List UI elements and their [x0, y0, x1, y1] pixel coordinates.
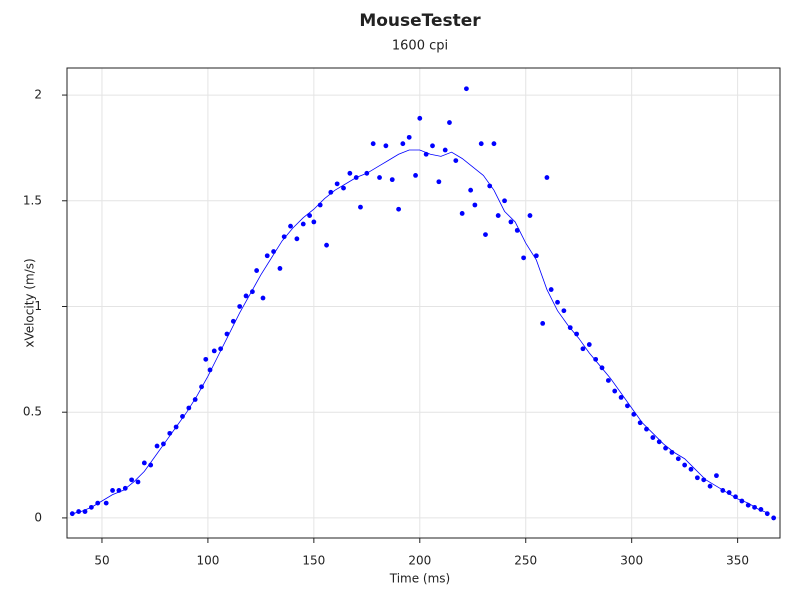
y-tick-label: 2 [34, 88, 42, 102]
data-point [413, 173, 418, 178]
data-point [430, 143, 435, 149]
data-point [370, 141, 376, 147]
data-point [618, 395, 624, 400]
data-point [593, 356, 599, 362]
data-point [300, 221, 306, 227]
data-point [478, 141, 484, 147]
y-tick-label: 1.5 [23, 193, 42, 207]
data-point [544, 175, 550, 180]
data-point [675, 456, 681, 462]
x-tick-label: 250 [514, 554, 537, 568]
y-tick-label: 1 [34, 299, 42, 313]
data-point [311, 219, 317, 225]
x-tick-label: 50 [94, 554, 109, 568]
y-tick-label: 0 [34, 510, 42, 524]
data-point [555, 299, 560, 305]
data-point [521, 255, 527, 261]
data-point [341, 185, 346, 191]
x-tick-label: 100 [196, 554, 219, 568]
data-point [294, 236, 300, 242]
data-point [771, 515, 777, 521]
data-point [533, 253, 539, 259]
y-axis-label: xVelocity (m/s) [23, 258, 37, 347]
data-point [561, 308, 567, 314]
data-point [612, 388, 618, 394]
data-point [377, 175, 382, 180]
y-tick-label: 0.5 [23, 405, 42, 419]
data-point [707, 483, 713, 489]
data-point [502, 198, 507, 204]
data-point [487, 183, 493, 189]
data-line [72, 149, 770, 515]
data-point [625, 403, 630, 409]
data-point [400, 141, 406, 147]
data-point [396, 206, 402, 212]
x-tick-label: 350 [726, 554, 749, 568]
data-point [288, 223, 293, 229]
data-point [254, 268, 260, 273]
data-point [324, 242, 329, 248]
data-point [129, 477, 135, 483]
data-point [358, 204, 363, 210]
data-point [69, 511, 75, 517]
x-tick-label: 200 [408, 554, 431, 568]
data-point [580, 346, 586, 352]
chart-title: MouseTester [359, 11, 481, 31]
data-point [237, 304, 243, 309]
data-point [694, 475, 700, 481]
data-point [154, 443, 160, 449]
data-point [207, 367, 213, 373]
data-point [688, 466, 694, 472]
data-point [141, 460, 147, 466]
data-point [347, 170, 353, 176]
plot-frame [66, 67, 781, 539]
data-point [243, 293, 249, 299]
data-point [417, 115, 423, 121]
data-point [447, 120, 452, 125]
data-point [135, 479, 141, 485]
x-tick-label: 150 [302, 554, 325, 568]
chart-subtitle: 1600 cpi [392, 39, 448, 54]
data-point [726, 490, 732, 495]
data-point [586, 342, 592, 347]
data-point [491, 141, 497, 147]
data-point [334, 181, 340, 187]
data-point [442, 147, 448, 153]
data-point [508, 219, 514, 225]
data-point [436, 179, 442, 185]
data-point [682, 462, 688, 468]
data-point [277, 266, 283, 271]
x-tick-label: 300 [620, 554, 643, 568]
data-point [495, 213, 501, 218]
x-axis-label: Time (ms) [389, 572, 451, 586]
data-point [650, 435, 656, 440]
data-point [459, 211, 465, 216]
data-point [453, 158, 459, 164]
data-point [218, 346, 224, 352]
data-point [260, 295, 266, 301]
data-point [483, 232, 488, 238]
data-point [527, 213, 533, 218]
data-point [203, 356, 209, 362]
data-point [264, 253, 270, 259]
data-point [281, 234, 287, 240]
data-point [472, 202, 478, 208]
data-point [464, 86, 469, 92]
data-point [389, 177, 395, 183]
data-point [180, 414, 185, 419]
data-point [605, 378, 611, 383]
data-point [110, 488, 115, 493]
data-point [406, 134, 412, 140]
data-point [328, 189, 334, 195]
data-point [574, 331, 579, 337]
data-point [548, 287, 554, 292]
data-point [211, 348, 217, 354]
data-point [383, 143, 389, 149]
data-point [103, 500, 109, 506]
data-point [540, 321, 546, 326]
data-point [714, 473, 719, 479]
data-point [468, 187, 474, 193]
data-point [307, 213, 313, 218]
